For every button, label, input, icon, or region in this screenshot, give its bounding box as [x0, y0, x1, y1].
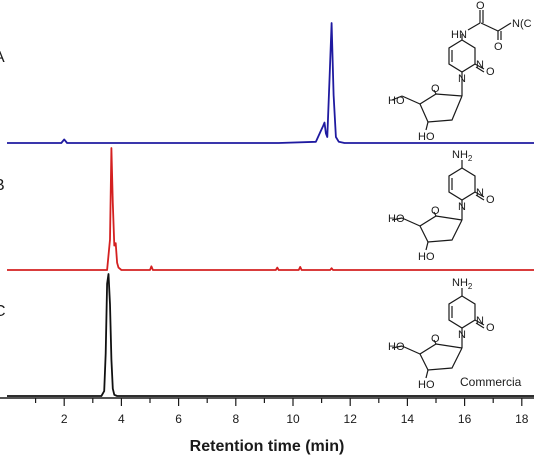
struct-a-n1: N [458, 73, 466, 85]
trace-layer-b [7, 147, 534, 271]
panel-letter-b: B [0, 177, 5, 194]
struct-b-ho: HO [388, 213, 405, 225]
x-tick-label: 12 [344, 412, 358, 426]
struct-a-o-carbonyl: O [486, 66, 495, 78]
struct-b-nh2: NH2 [452, 149, 473, 163]
struct-c-n1: N [458, 329, 466, 341]
x-tick-label: 10 [286, 412, 300, 426]
struct-a-o-top: O [476, 0, 485, 12]
trace-c [7, 273, 534, 397]
commercial-label: Commercia [460, 375, 522, 389]
trace-layer-c [7, 273, 534, 397]
struct-a-ho: HO [388, 95, 405, 107]
trace-b [7, 147, 534, 271]
x-axis-title: Retention time (min) [189, 438, 345, 455]
struct-b-n3: N [476, 187, 484, 199]
trace-a [7, 22, 534, 144]
panel-letter-a: A [0, 49, 5, 66]
struct-b-o-carbonyl: O [486, 194, 495, 206]
struct-b-o-ring: O [431, 205, 440, 217]
panel-letter-c: C [0, 303, 6, 320]
struct-a-o-ring: O [431, 83, 440, 95]
struct-a-n3: N [476, 59, 484, 71]
x-tick-label: 16 [458, 412, 472, 426]
x-ticks: 2 4 6 8 10 12 14 16 18 [34, 398, 529, 426]
struct-c-ho-3: HO [418, 379, 435, 391]
struct-c-o-carbonyl: O [486, 322, 495, 334]
struct-a-substituent: N(C [512, 18, 532, 30]
structure-b [391, 160, 485, 251]
struct-b-n1: N [458, 201, 466, 213]
structure-c [391, 288, 485, 379]
structure-a [391, 10, 512, 131]
structure-b-labels: NH2 N N O O HO HO [388, 149, 495, 263]
structure-c-labels: NH2 N N O O HO HO Commercia [388, 277, 522, 391]
x-tick-label: 4 [118, 412, 125, 426]
struct-a-hn: HN [451, 29, 467, 41]
struct-b-ho-3: HO [418, 251, 435, 263]
structure-a-labels: HN O O N(C N N O O HO HO [388, 0, 532, 143]
struct-a-o-bottom: O [494, 41, 503, 53]
x-tick-label: 2 [61, 412, 68, 426]
x-tick-label: 6 [175, 412, 182, 426]
x-axis: 2 4 6 8 10 12 14 16 18 [0, 397, 534, 426]
struct-c-ho: HO [388, 341, 405, 353]
struct-c-n3: N [476, 315, 484, 327]
x-tick-label: 8 [232, 412, 239, 426]
x-tick-label: 14 [401, 412, 415, 426]
struct-c-nh2: NH2 [452, 277, 473, 291]
struct-c-o-ring: O [431, 333, 440, 345]
x-tick-label: 18 [515, 412, 529, 426]
struct-a-ho-3: HO [418, 131, 435, 143]
trace-layer-a [7, 22, 534, 144]
